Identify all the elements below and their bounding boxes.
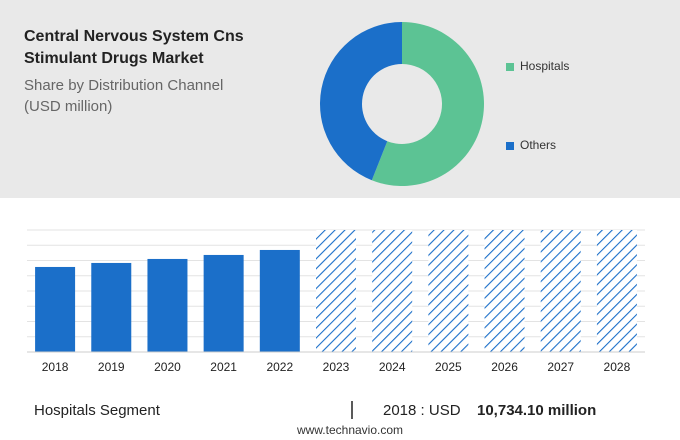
bar <box>35 266 76 352</box>
x-tick-label: 2027 <box>547 360 574 374</box>
forecast-bar <box>372 230 413 352</box>
subtitle-line: (USD million) <box>24 98 112 115</box>
x-tick-label: 2018 <box>42 360 69 374</box>
x-tick-label: 2023 <box>323 360 350 374</box>
forecast-bar <box>484 230 525 352</box>
x-tick-label: 2020 <box>154 360 181 374</box>
bar <box>203 254 244 352</box>
legend-swatch <box>506 142 514 150</box>
x-tick-label: 2024 <box>379 360 406 374</box>
subtitle-line: Share by Distribution Channel <box>24 77 223 94</box>
legend-label: Hospitals <box>520 59 569 73</box>
x-tick-label: 2021 <box>210 360 237 374</box>
x-tick-label: 2025 <box>435 360 462 374</box>
legend-label: Others <box>520 138 556 152</box>
source: www.technavio.com <box>296 423 403 437</box>
legend-swatch <box>506 63 514 71</box>
bar <box>147 258 188 352</box>
title-line: Central Nervous System Cns <box>24 28 244 45</box>
x-tick-label: 2026 <box>491 360 518 374</box>
bar <box>259 249 300 352</box>
forecast-bar <box>316 230 356 352</box>
donut-slice <box>371 22 484 186</box>
bar <box>91 262 132 352</box>
forecast-bar <box>596 230 637 352</box>
donut-slice <box>319 22 402 181</box>
footer-segment: Hospitals Segment <box>34 402 161 419</box>
forecast-bar <box>428 230 469 352</box>
title-line: Stimulant Drugs Market <box>24 50 204 67</box>
x-tick-label: 2019 <box>98 360 125 374</box>
footer-value: 10,734.10 million <box>477 402 596 419</box>
forecast-bar <box>540 230 581 352</box>
footer-year: 2018 : USD <box>383 402 461 419</box>
x-tick-label: 2022 <box>266 360 293 374</box>
x-tick-label: 2028 <box>604 360 631 374</box>
